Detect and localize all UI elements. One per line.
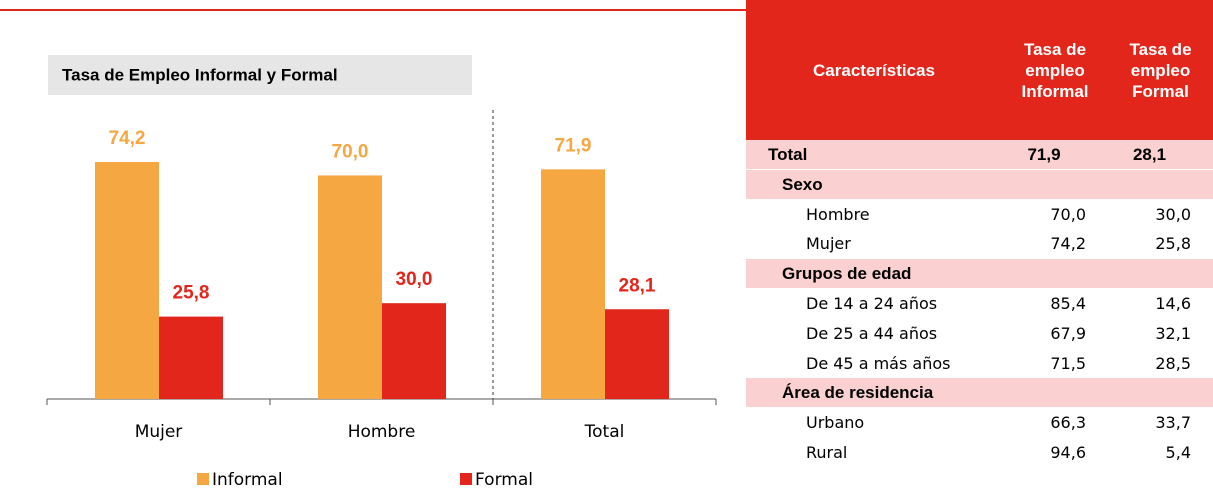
table-cell: 94,6 bbox=[1050, 443, 1086, 462]
table-cell: 28,1 bbox=[1132, 145, 1167, 164]
table-cell: 33,7 bbox=[1155, 413, 1191, 433]
table-cell: Área de residencia bbox=[782, 383, 934, 403]
table-cell: Hombre bbox=[806, 204, 870, 224]
legend-label: Informal bbox=[212, 470, 283, 490]
table-cell: De 14 a 24 años bbox=[806, 294, 938, 313]
table-cell: Grupos de edad bbox=[782, 264, 912, 284]
header-cell: Tasa de empleo Informal bbox=[1002, 0, 1108, 140]
table-cell: 67,9 bbox=[1050, 323, 1086, 343]
table-cell: 14,6 bbox=[1155, 294, 1191, 313]
chart-title: Tasa de Empleo Informal y Formal bbox=[62, 65, 338, 84]
table-row: De 14 a 24 años 85,4 14,6 bbox=[746, 289, 1213, 318]
table-cell: 5,4 bbox=[1165, 443, 1191, 462]
legend-swatch bbox=[197, 473, 209, 485]
table-cell: De 25 a 44 años bbox=[806, 323, 938, 343]
table-cell: 30,0 bbox=[1155, 204, 1191, 224]
bar bbox=[95, 162, 159, 399]
x-tick-label: Mujer bbox=[135, 422, 183, 442]
table-cell: Sexo bbox=[782, 174, 823, 194]
value-label: 74,2 bbox=[109, 128, 146, 149]
value-label: 25,8 bbox=[173, 283, 210, 304]
table-cell: 74,2 bbox=[1050, 234, 1086, 254]
table-row: Grupos de edad bbox=[746, 259, 1213, 289]
table-cell: Rural bbox=[806, 443, 848, 462]
value-label: 30,0 bbox=[396, 269, 433, 290]
table-cell: 85,4 bbox=[1050, 294, 1086, 313]
table-cell: Urbano bbox=[806, 413, 865, 433]
bar bbox=[318, 175, 382, 399]
table-cell: 70,0 bbox=[1050, 204, 1086, 224]
bar bbox=[605, 309, 669, 399]
x-tick-label: Total bbox=[584, 422, 625, 442]
chart: Tasa de Empleo Informal y Formal Mujer 74… bbox=[0, 9, 746, 490]
table-row: De 45 a más años 71,5 28,5 bbox=[746, 349, 1213, 378]
table-row: Urbano 66,3 33,7 bbox=[746, 408, 1213, 437]
header-cell: Características bbox=[746, 0, 1002, 140]
x-tick-label: Hombre bbox=[348, 422, 416, 442]
table-row: Sexo bbox=[746, 169, 1213, 199]
table-cell: 71,5 bbox=[1050, 353, 1086, 373]
table-row: Total 71,9 28,1 bbox=[746, 140, 1213, 169]
bar bbox=[382, 303, 446, 399]
table-cell: 71,9 bbox=[1027, 145, 1061, 164]
table-cell: De 45 a más años bbox=[806, 353, 951, 373]
bar bbox=[159, 316, 223, 399]
value-label: 70,0 bbox=[332, 141, 369, 162]
table-cell: Total bbox=[768, 145, 808, 164]
table-row: Área de residencia bbox=[746, 378, 1213, 408]
table-row: Hombre 70,0 30,0 bbox=[746, 200, 1213, 229]
table-row: Rural 94,6 5,4 bbox=[746, 438, 1213, 467]
table-cell: 66,3 bbox=[1050, 413, 1086, 433]
table-cell: 28,5 bbox=[1155, 353, 1191, 373]
table-cell: 32,1 bbox=[1155, 323, 1191, 343]
title-box bbox=[48, 55, 472, 95]
header-cell: Tasa de empleo Formal bbox=[1108, 0, 1213, 140]
table-row: Mujer 74,2 25,8 bbox=[746, 229, 1213, 258]
bar bbox=[541, 169, 605, 399]
table-cell: 25,8 bbox=[1155, 234, 1191, 254]
legend-swatch bbox=[460, 473, 472, 485]
legend-label: Formal bbox=[475, 470, 533, 490]
value-label: 71,9 bbox=[555, 135, 592, 156]
table-cell: Mujer bbox=[806, 234, 851, 254]
table-row: De 25 a 44 años 67,9 32,1 bbox=[746, 319, 1213, 348]
value-label: 28,1 bbox=[619, 275, 656, 296]
